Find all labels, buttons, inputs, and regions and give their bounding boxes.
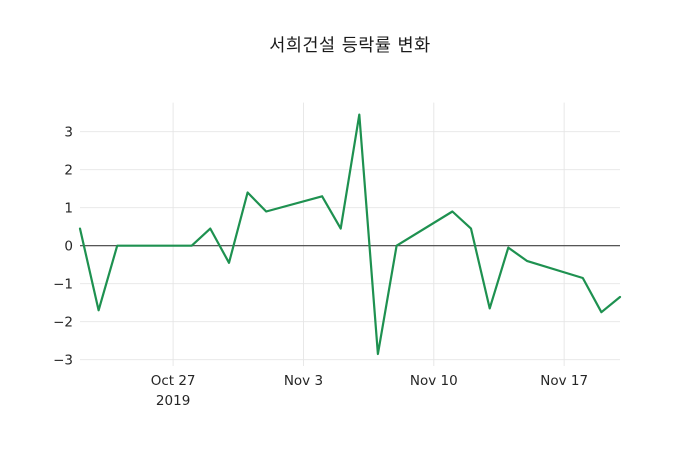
- tick-label-layer: 3 2 1 0 −1 −2 −3 Oct 27 2019 Nov 3 Nov 10 Nov 17: [53, 124, 588, 409]
- series-layer: [78, 113, 622, 356]
- x-tick-year-label: 2019: [156, 393, 190, 409]
- grid-layer: [80, 102, 620, 366]
- y-tick-label: 0: [64, 238, 73, 254]
- y-tick-label: −3: [53, 352, 73, 368]
- x-tick-label: Nov 17: [540, 373, 588, 389]
- y-tick-label: 1: [64, 200, 73, 216]
- y-tick-label: 3: [64, 124, 73, 140]
- y-tick-label: 2: [64, 162, 73, 178]
- x-tick-label: Nov 10: [410, 373, 458, 389]
- x-tick-label: Oct 27: [151, 373, 196, 389]
- y-tick-label: −1: [53, 276, 73, 292]
- x-tick-label: Nov 3: [284, 373, 323, 389]
- chart-title: 서희건설 등락률 변화: [269, 36, 431, 56]
- price-change-series-line: [78, 113, 622, 356]
- y-tick-label: −2: [53, 314, 73, 330]
